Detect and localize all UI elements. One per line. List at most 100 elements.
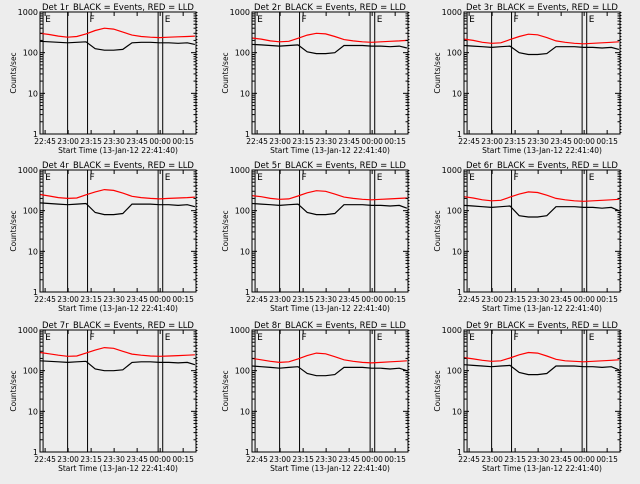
series-events-line <box>39 202 196 216</box>
plot-frame <box>463 329 621 453</box>
time-marker-label: E <box>257 333 263 343</box>
x-tick-label: 22:45 <box>458 455 480 464</box>
panel-title: Det 9r_BLACK = Events, RED = LLD <box>466 321 618 331</box>
x-tick-label: 23:45 <box>338 295 360 304</box>
y-tick-label: 1 <box>245 448 250 457</box>
x-tick-label: 00:00 <box>361 455 383 464</box>
x-tick-label: 23:15 <box>504 295 526 304</box>
panel-title: Det 3r_BLACK = Events, RED = LLD <box>466 3 618 13</box>
y-axis-label: Counts/sec <box>221 370 230 411</box>
y-tick-label: 10 <box>28 89 38 98</box>
y-tick-label: 1000 <box>230 166 250 175</box>
plot-frame <box>39 169 197 293</box>
plot-frame <box>463 11 621 135</box>
series-lld-line <box>251 190 407 201</box>
y-tick-label: 1 <box>245 288 250 297</box>
time-marker-label: E <box>377 173 383 183</box>
chart-panel-2: Det 2r_BLACK = Events, RED = LLD E F E 1 10 10… <box>221 3 410 155</box>
x-tick-label: 00:00 <box>573 455 595 464</box>
y-tick-label: 1 <box>33 130 38 139</box>
x-tick-label: 23:45 <box>126 455 148 464</box>
y-axis-label: Counts/sec <box>9 210 18 251</box>
x-axis-label: Start Time (13-Jan-12 22:41:40) <box>482 304 602 313</box>
x-tick-label: 00:00 <box>573 295 595 304</box>
series-lld-line <box>463 33 619 45</box>
series-events-line <box>39 360 196 372</box>
time-marker-label: E <box>257 15 263 25</box>
series-events-line <box>463 364 620 376</box>
panel-title: Det 6r_BLACK = Events, RED = LLD <box>466 161 618 171</box>
chart-panel-7: Det 7r_BLACK = Events, RED = LLD E F E 1 10 10… <box>9 321 198 473</box>
series-lld-line <box>251 32 407 43</box>
plot-frame <box>251 329 409 453</box>
x-axis-label: Start Time (13-Jan-12 22:41:40) <box>270 304 390 313</box>
x-tick-label: 22:45 <box>34 295 56 304</box>
y-tick-label: 10 <box>28 247 38 256</box>
time-marker-label: E <box>589 15 595 25</box>
x-tick-label: 23:45 <box>550 137 572 146</box>
time-marker-label: F <box>302 173 307 183</box>
series-lld-line <box>251 352 407 364</box>
x-tick-label: 23:30 <box>527 137 549 146</box>
time-marker-label: F <box>90 173 95 183</box>
panel-title: Det 5r_BLACK = Events, RED = LLD <box>254 161 406 171</box>
x-tick-label: 00:00 <box>573 137 595 146</box>
x-tick-label: 23:45 <box>338 137 360 146</box>
y-tick-label: 1000 <box>18 326 38 335</box>
x-tick-label: 23:15 <box>504 137 526 146</box>
x-tick-label: 23:15 <box>504 455 526 464</box>
x-tick-label: 23:30 <box>315 455 337 464</box>
time-marker-label: F <box>514 173 519 183</box>
y-tick-label: 1 <box>457 288 462 297</box>
time-marker-label: E <box>469 173 475 183</box>
x-tick-label: 23:15 <box>292 295 314 304</box>
x-tick-label: 22:45 <box>34 137 56 146</box>
x-tick-label: 23:30 <box>103 137 125 146</box>
series-lld-line <box>39 346 195 357</box>
y-tick-label: 100 <box>23 367 38 376</box>
x-axis-label: Start Time (13-Jan-12 22:41:40) <box>482 464 602 473</box>
x-tick-label: 23:15 <box>80 455 102 464</box>
y-tick-label: 1 <box>245 130 250 139</box>
x-tick-label: 23:30 <box>103 455 125 464</box>
panel-title: Det 2r_BLACK = Events, RED = LLD <box>254 3 406 13</box>
x-tick-label: 00:15 <box>384 295 406 304</box>
y-tick-label: 10 <box>452 247 462 256</box>
y-tick-label: 1000 <box>442 326 462 335</box>
time-marker-label: E <box>377 333 383 343</box>
series-events-line <box>39 40 196 51</box>
x-tick-label: 23:30 <box>103 295 125 304</box>
y-axis-label: Counts/sec <box>433 370 442 411</box>
y-axis-label: Counts/sec <box>433 52 442 93</box>
y-tick-label: 100 <box>447 367 462 376</box>
x-tick-label: 23:15 <box>80 137 102 146</box>
x-axis-label: Start Time (13-Jan-12 22:41:40) <box>58 464 178 473</box>
y-tick-label: 100 <box>23 49 38 58</box>
y-tick-label: 100 <box>235 367 250 376</box>
y-axis-label: Counts/sec <box>221 210 230 251</box>
x-axis-label: Start Time (13-Jan-12 22:41:40) <box>270 146 390 155</box>
x-tick-label: 22:45 <box>246 137 268 146</box>
x-tick-label: 23:00 <box>481 137 503 146</box>
y-tick-label: 100 <box>235 207 250 216</box>
x-tick-label: 23:45 <box>550 295 572 304</box>
x-tick-label: 23:45 <box>126 295 148 304</box>
y-tick-label: 1 <box>33 448 38 457</box>
time-marker-label: E <box>45 173 51 183</box>
x-tick-label: 22:45 <box>458 295 480 304</box>
y-tick-label: 10 <box>28 407 38 416</box>
y-tick-label: 10 <box>240 407 250 416</box>
x-tick-label: 00:15 <box>596 295 618 304</box>
series-events-line <box>251 43 408 55</box>
chart-panel-5: Det 5r_BLACK = Events, RED = LLD E F E 1 10 10… <box>221 161 410 313</box>
x-tick-label: 23:15 <box>292 137 314 146</box>
y-tick-label: 1000 <box>18 8 38 17</box>
series-lld-line <box>39 27 195 39</box>
y-tick-label: 100 <box>23 207 38 216</box>
x-tick-label: 23:30 <box>315 137 337 146</box>
x-tick-label: 23:15 <box>292 455 314 464</box>
time-marker-label: E <box>165 333 171 343</box>
time-marker-label: E <box>45 15 51 25</box>
x-tick-label: 00:15 <box>596 455 618 464</box>
